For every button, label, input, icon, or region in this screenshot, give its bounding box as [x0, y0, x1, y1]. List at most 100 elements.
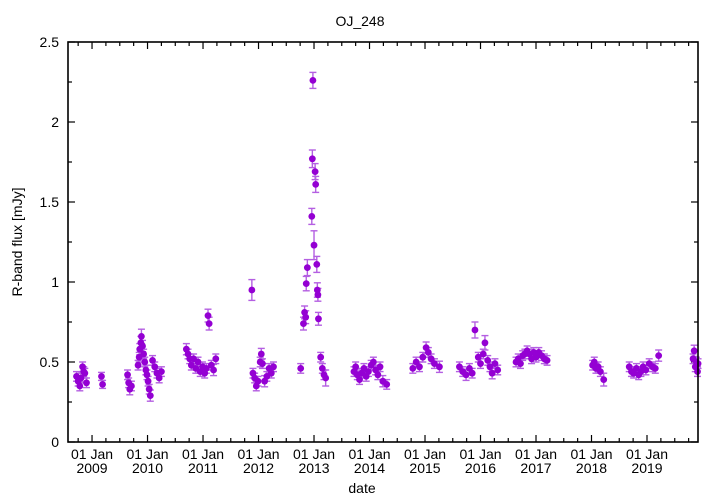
x-tick-label-line1: 01 Jan	[237, 446, 279, 462]
y-tick-label: 2.5	[40, 34, 60, 50]
data-point	[651, 365, 659, 372]
x-tick-label-line1: 01 Jan	[293, 446, 335, 462]
data-point	[212, 355, 220, 363]
data-point-layer	[73, 77, 702, 399]
data-point	[312, 181, 320, 188]
data-point	[376, 363, 384, 371]
data-point	[424, 349, 432, 356]
data-point	[488, 369, 496, 377]
data-point	[138, 333, 145, 340]
data-point	[477, 360, 484, 367]
data-point	[302, 313, 310, 321]
x-tick-label-line1: 01 Jan	[626, 446, 668, 462]
data-point	[517, 360, 524, 367]
data-point	[149, 357, 156, 364]
data-point	[270, 363, 277, 371]
x-tick-label-line2: 2009	[76, 460, 107, 476]
data-point	[481, 339, 489, 347]
data-point	[202, 365, 210, 372]
data-point	[81, 369, 89, 377]
data-point	[409, 365, 417, 372]
data-point	[416, 363, 423, 371]
data-point	[204, 312, 212, 319]
data-point	[494, 366, 502, 374]
data-point	[309, 77, 317, 84]
data-point	[143, 371, 151, 379]
chart-title: OJ_248	[335, 13, 384, 29]
data-point	[322, 374, 330, 382]
data-point	[257, 350, 265, 358]
y-tick-label: 2	[51, 114, 59, 130]
data-point	[194, 358, 202, 366]
data-point	[474, 353, 482, 361]
data-point	[356, 376, 363, 383]
data-point	[412, 358, 420, 366]
data-point	[151, 363, 159, 371]
data-point	[300, 320, 307, 327]
data-point	[144, 377, 152, 385]
y-axis-label: R-band flux [mJy]	[9, 188, 25, 297]
data-point	[352, 363, 360, 371]
data-point	[462, 371, 470, 379]
data-point	[267, 369, 275, 377]
errorbar-layer	[72, 71, 702, 402]
data-point	[210, 366, 217, 374]
plot-border	[67, 41, 699, 443]
data-point	[310, 241, 318, 249]
data-point	[590, 358, 598, 366]
x-tick-label-line1: 01 Jan	[71, 446, 113, 462]
data-point	[486, 363, 494, 371]
data-point	[128, 382, 135, 390]
data-point	[431, 360, 438, 367]
data-point	[315, 315, 322, 323]
x-tick-label-line2: 2019	[631, 460, 662, 476]
y-tick-label: 0.5	[40, 354, 60, 370]
data-point	[318, 365, 326, 372]
data-point	[259, 360, 266, 367]
data-point	[365, 368, 372, 375]
x-tick-label-line1: 01 Jan	[515, 446, 557, 462]
data-point	[302, 280, 310, 287]
data-point	[471, 326, 479, 334]
data-point	[436, 363, 443, 371]
x-tick-label-line2: 2017	[520, 460, 551, 476]
x-tick-label-line2: 2012	[243, 460, 274, 476]
data-point	[314, 291, 322, 299]
data-point	[134, 361, 142, 369]
data-point	[600, 376, 608, 383]
data-point	[141, 358, 149, 366]
data-point	[308, 155, 316, 163]
data-point	[690, 347, 698, 355]
x-tick-label-line2: 2010	[132, 460, 163, 476]
x-tick-label-line1: 01 Jan	[182, 446, 224, 462]
data-point	[248, 286, 256, 294]
x-tick-label-line2: 2011	[188, 460, 218, 476]
data-point	[543, 357, 551, 364]
data-point	[124, 371, 131, 379]
y-tick-label: 1	[51, 274, 59, 290]
x-tick-label-line1: 01 Jan	[127, 446, 169, 462]
data-point	[308, 213, 316, 220]
data-point	[491, 360, 499, 367]
data-point	[158, 368, 165, 375]
data-point	[155, 374, 163, 382]
data-point	[77, 374, 85, 382]
data-point	[311, 168, 319, 176]
data-point	[303, 264, 311, 271]
data-point	[419, 353, 427, 361]
x-tick-label-line1: 01 Jan	[348, 446, 390, 462]
data-point	[139, 342, 146, 350]
data-point	[596, 368, 604, 375]
data-point	[297, 365, 305, 372]
data-point	[655, 352, 663, 359]
data-point	[140, 350, 148, 358]
data-point	[484, 357, 492, 364]
data-point	[76, 382, 84, 390]
data-point	[374, 371, 382, 379]
x-tick-label-line1: 01 Jan	[459, 446, 501, 462]
data-point	[99, 381, 106, 388]
y-tick-label: 0	[51, 434, 59, 450]
data-point	[254, 377, 262, 385]
